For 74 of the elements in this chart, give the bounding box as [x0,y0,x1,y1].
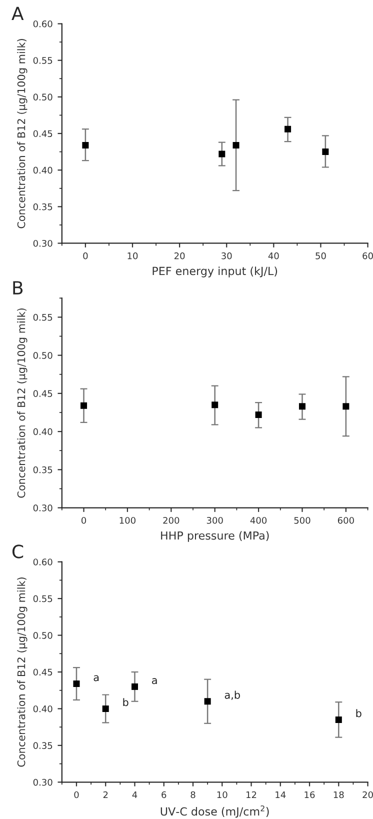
y-tick-label: 0.30 [33,240,52,247]
point [322,148,329,156]
x-tick-label: 300 [206,516,223,524]
x-tick-label: 0 [81,516,86,524]
annotation: a [152,678,157,684]
x-tick-label: 0 [74,791,79,798]
chart-title: C [12,544,24,558]
point [204,698,211,705]
x-tick-label: 600 [338,516,354,524]
annotation: b [123,698,128,706]
x-tick-label: 50 [316,252,326,260]
point [102,705,109,712]
x-axis-title: UV-C dose (mJ/cm$^{2}$) [160,805,269,818]
x-tick-label: 200 [163,516,180,524]
point [212,402,218,408]
x-tick-label: 0 [83,252,88,260]
point [73,680,80,687]
annotation: a,b [224,690,240,700]
point [131,683,138,690]
y-tick-label: 0.50 [33,632,52,639]
y-tick-label: 0.40 [33,705,52,712]
x-tick-label: 400 [250,516,267,524]
y-tick-label: 0.50 [33,94,52,100]
y-tick-label: 0.45 [33,390,52,397]
annotation: b [356,709,362,718]
y-axis-title: Concentration of B12 (µg/100g milk) [17,39,28,228]
annotation: a [94,675,99,682]
y-tick-label: 0.55 [33,314,52,321]
y-tick-label: 0.35 [33,203,52,210]
x-tick-label: 4 [132,791,138,798]
y-tick-label: 0.60 [33,20,52,28]
x-tick-label: 30 [222,252,232,260]
y-tick-label: 0.55 [33,57,52,64]
x-tick-label: 10 [128,252,138,260]
y-tick-label: 0.60 [33,558,52,566]
x-tick-label: 100 [120,516,136,524]
y-tick-label: 0.45 [33,130,52,138]
x-tick-label: 2 [103,791,108,798]
x-tick-label: 8 [190,791,196,798]
y-tick-label: 0.35 [33,742,52,749]
chart-title: B [13,281,23,294]
x-tick-label: 10 [217,791,228,798]
y-tick-label: 0.55 [33,595,52,602]
chart-title: A [12,6,24,20]
point [342,403,350,410]
point [284,126,292,132]
x-tick-label: 18 [334,791,344,798]
y-axis-title: Concentration of B12 (µg/100g milk) [17,578,28,767]
x-tick-label: 12 [246,791,256,798]
x-axis-title: HHP pressure (MPa) [161,531,269,542]
point [298,403,306,410]
point [335,716,342,723]
y-tick-label: 0.40 [33,428,52,436]
point [232,142,240,148]
x-tick-label: 60 [362,252,373,260]
x-tick-label: 500 [294,516,310,524]
y-axis-title: Concentration of B12 (µg/100g milk) [17,308,28,498]
x-axis-title: PEF energy input (kJ/L) [152,266,278,278]
point [80,402,88,409]
y-tick-label: 0.35 [33,466,52,474]
y-tick-label: 0.30 [33,504,52,512]
y-tick-label: 0.30 [33,778,52,786]
y-tick-label: 0.45 [33,668,52,676]
y-tick-label: 0.40 [33,166,52,174]
x-tick-label: 20 [174,252,185,260]
y-tick-label: 0.50 [33,352,52,359]
x-tick-label: 6 [162,791,166,798]
x-tick-label: 40 [268,252,279,260]
point [82,142,89,148]
point [255,412,262,418]
x-tick-label: 14 [276,791,286,798]
point [218,150,226,158]
x-tick-label: 16 [304,791,315,798]
x-tick-label: 20 [362,791,373,798]
